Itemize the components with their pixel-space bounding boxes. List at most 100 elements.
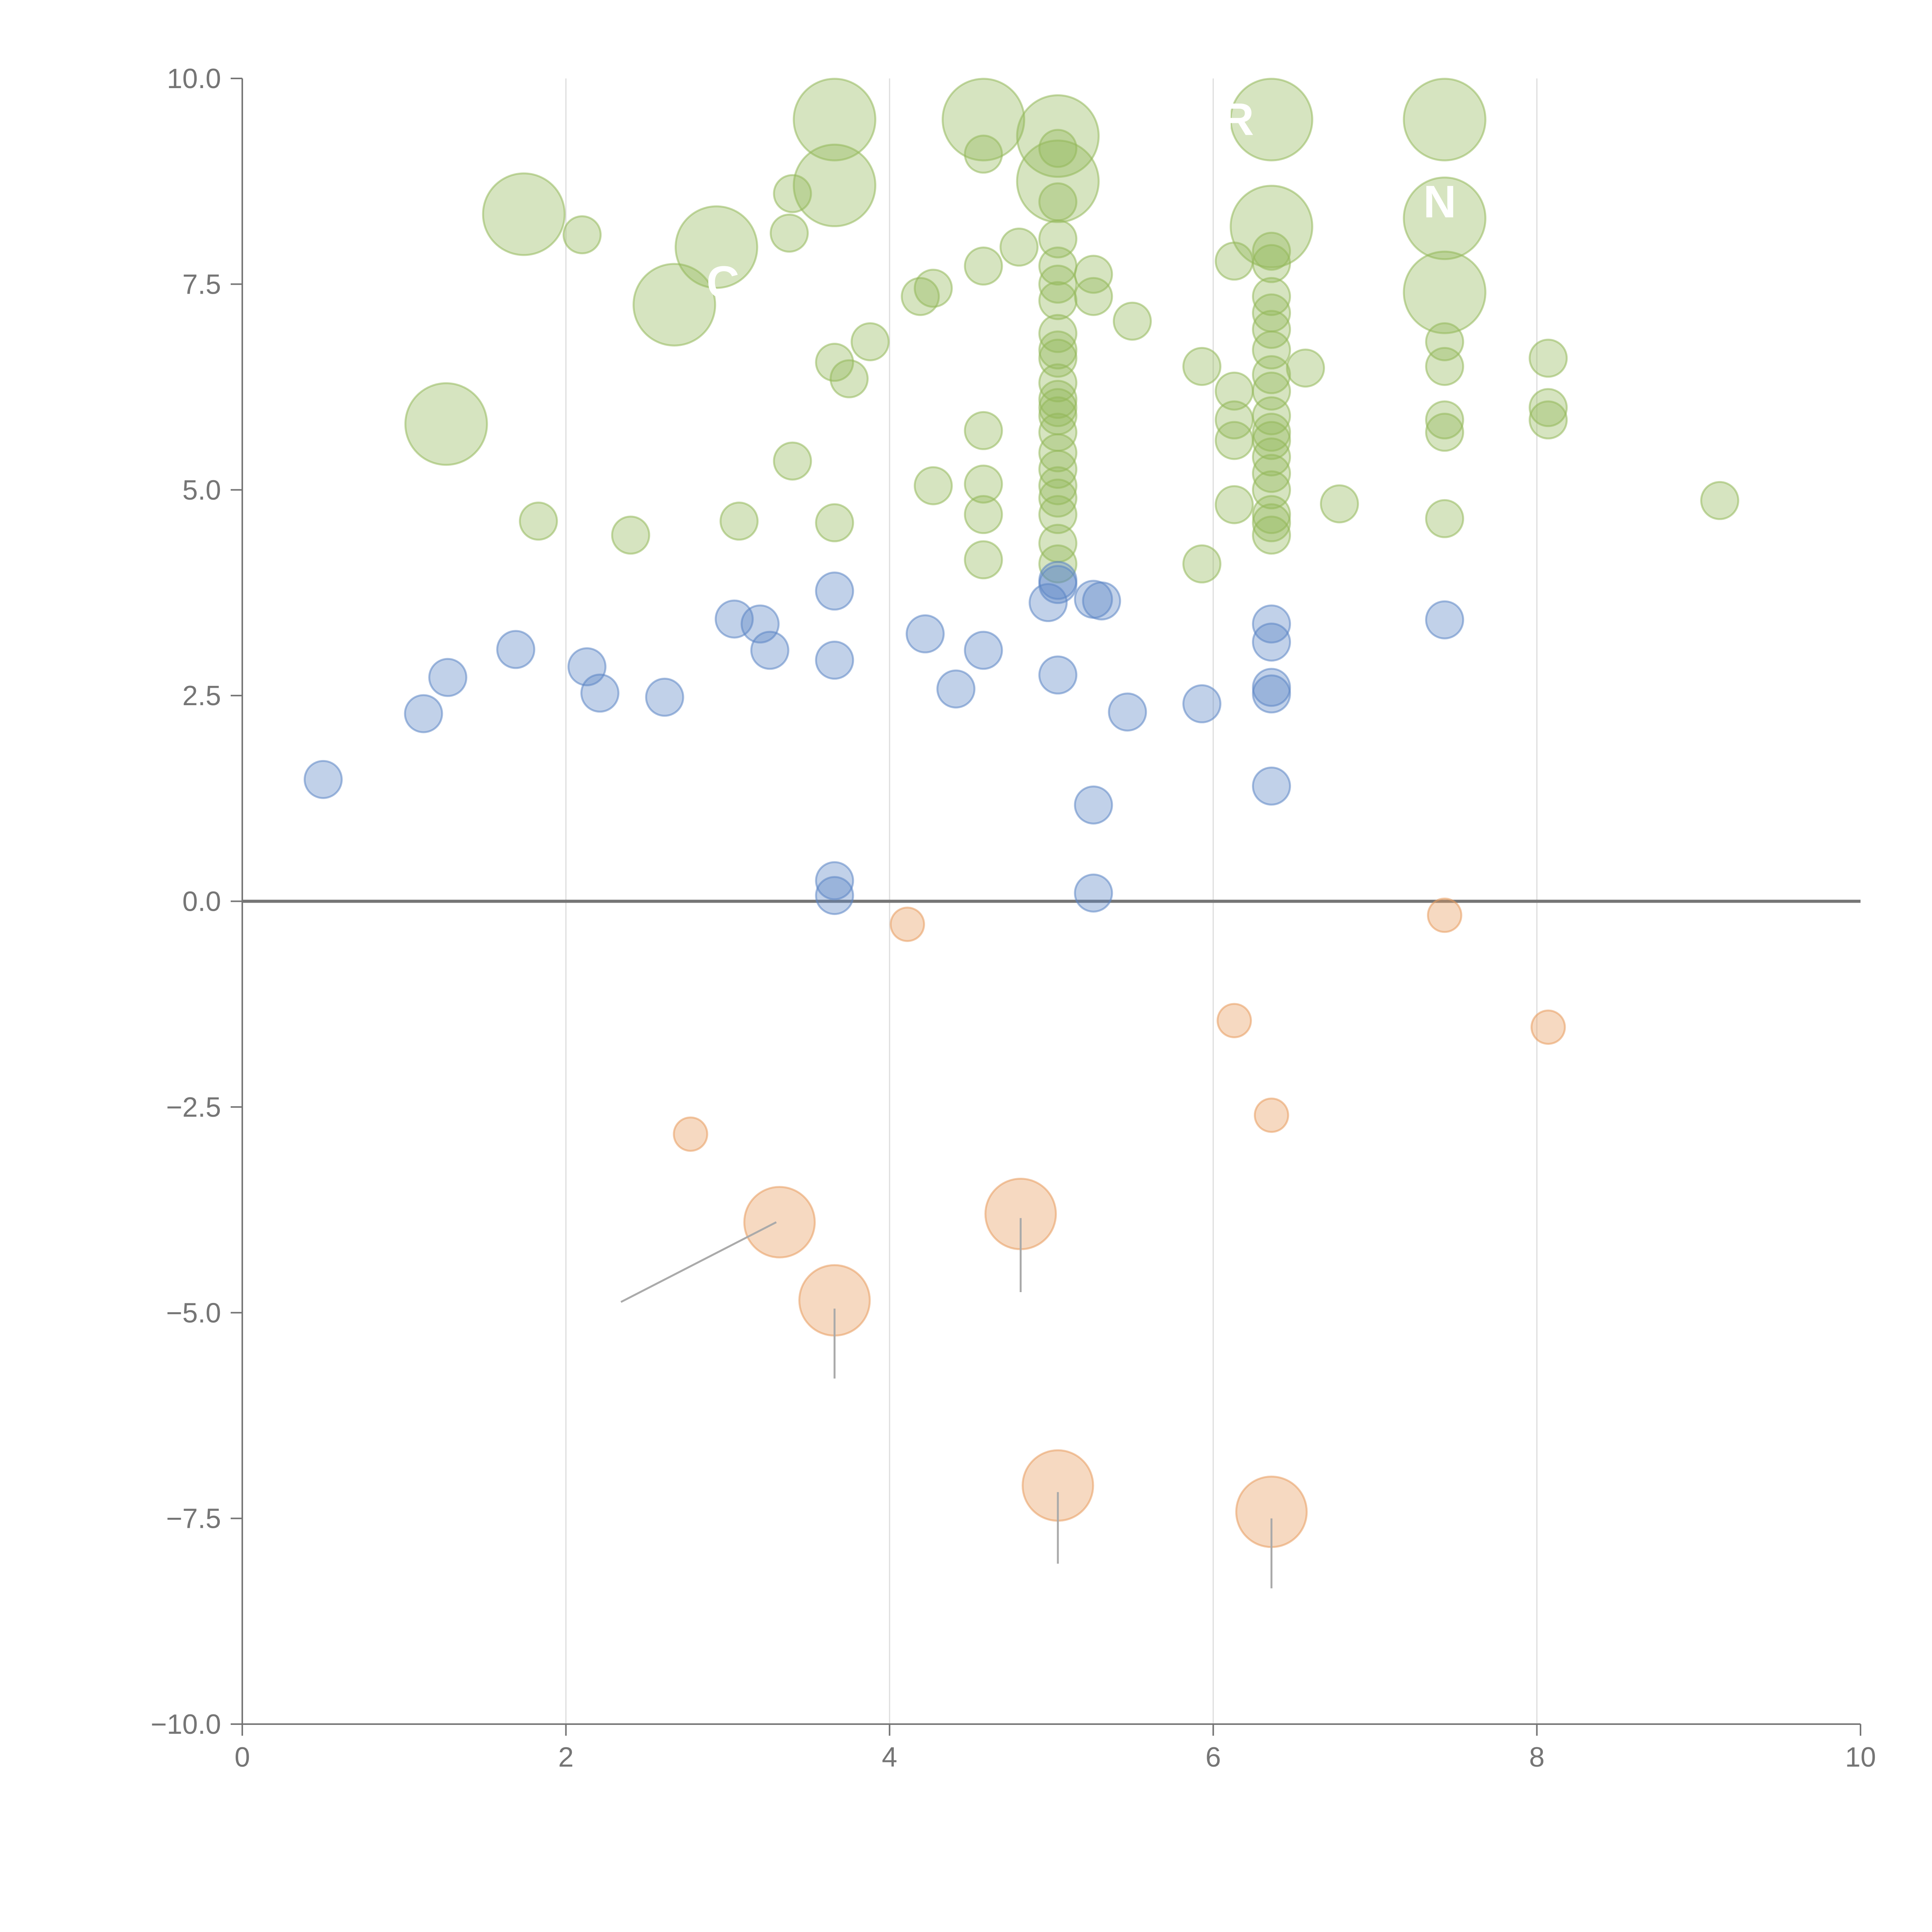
green-bubble <box>1214 485 1254 524</box>
green-bubble <box>1038 338 1078 378</box>
y-tick-label: 2.5 <box>182 680 221 711</box>
x-tick-label: 10 <box>1845 1742 1876 1773</box>
bubble-label: C <box>706 257 739 308</box>
green-bubble <box>1038 330 1078 370</box>
y-tick-label: 5.0 <box>182 475 221 506</box>
green-bubble <box>1074 255 1113 294</box>
orange-bubble <box>743 1186 816 1259</box>
orange-bubble <box>1427 898 1463 933</box>
green-bubble <box>719 502 759 541</box>
blue-bubble <box>815 861 854 900</box>
green-bubble <box>1016 139 1100 223</box>
green-bubble <box>1252 310 1291 349</box>
green-bubble <box>1403 250 1486 334</box>
green-bubble <box>815 343 854 382</box>
blue-bubble <box>936 669 976 709</box>
blue-bubble <box>303 760 343 799</box>
green-bubble <box>1425 347 1464 386</box>
y-tick-label: 0.0 <box>182 886 221 917</box>
x-tick-label: 0 <box>235 1742 250 1773</box>
green-bubble <box>1252 515 1291 555</box>
green-bubble <box>1038 219 1078 259</box>
orange-bubble <box>889 906 925 942</box>
blue-bubble <box>1252 674 1291 714</box>
green-bubble <box>815 503 854 543</box>
green-bubble <box>1252 231 1291 271</box>
green-bubble <box>793 143 876 227</box>
green-bubble <box>773 174 812 213</box>
green-bubble <box>964 495 1003 534</box>
x-tick-label: 2 <box>558 1742 574 1773</box>
green-bubble <box>1700 481 1740 520</box>
green-bubble <box>1038 264 1078 304</box>
bubble-label: R <box>1221 94 1254 145</box>
green-bubble <box>964 247 1003 286</box>
green-bubble <box>964 540 1003 580</box>
green-bubble <box>999 228 1039 267</box>
green-bubble <box>942 78 1026 162</box>
green-bubble <box>793 78 876 162</box>
blue-bubble <box>740 604 780 644</box>
green-bubble <box>633 263 716 347</box>
blue-bubble <box>1252 622 1291 662</box>
orange-bubble <box>1531 1009 1566 1045</box>
green-bubble <box>1038 544 1078 583</box>
y-tick-label: −5.0 <box>166 1298 221 1328</box>
blue-bubble <box>404 694 443 733</box>
green-bubble <box>1112 301 1152 341</box>
green-bubble <box>404 382 488 466</box>
orange-bubble <box>1216 1003 1252 1038</box>
green-bubble <box>1425 413 1464 452</box>
blue-bubble <box>815 876 854 915</box>
y-tick-label: −2.5 <box>166 1092 221 1123</box>
blue-bubble <box>714 599 754 639</box>
green-bubble <box>1252 421 1291 460</box>
blue-bubble <box>1082 581 1121 621</box>
blue-bubble <box>1029 583 1068 622</box>
blue-bubble <box>567 647 607 687</box>
green-bubble <box>1403 176 1486 260</box>
leader-line <box>620 1221 777 1303</box>
green-bubble <box>1252 454 1291 493</box>
green-bubble <box>1529 388 1568 427</box>
green-bubble <box>482 172 566 256</box>
y-tick-label: −10.0 <box>151 1709 221 1740</box>
blue-bubble <box>905 614 945 653</box>
axes: 0 2 4 6 8 10 10.0 7.5 5.0 2.5 0.0 −2.5 −5.0 −7.5 −10.0 <box>151 63 1876 1773</box>
green-bubble <box>1214 421 1254 460</box>
y-tick-label: −7.5 <box>166 1503 221 1534</box>
green-bubble <box>1403 78 1486 162</box>
green-bubble <box>964 464 1003 504</box>
blue-bubble <box>428 658 468 697</box>
blue-bubble <box>580 673 620 713</box>
y-tick-label: 7.5 <box>182 269 221 300</box>
green-bubble <box>1038 129 1078 168</box>
green-bubble <box>1252 495 1291 534</box>
x-tick-label: 8 <box>1529 1742 1544 1773</box>
blue-bubble <box>1108 692 1147 732</box>
blue-bubble <box>1074 785 1113 825</box>
green-bubble <box>519 502 558 541</box>
green-bubble <box>1230 185 1313 269</box>
x-tick-label: 4 <box>882 1742 897 1773</box>
blue-bubble <box>645 677 684 717</box>
blue-bubble <box>1074 873 1113 913</box>
green-bubble <box>1286 349 1325 388</box>
blue-bubble <box>1038 565 1078 604</box>
y-tick-label: 10.0 <box>167 63 221 94</box>
green-bubble <box>1252 503 1291 543</box>
green-bubble <box>1320 484 1359 524</box>
green-bubble <box>1038 478 1078 518</box>
green-bubble <box>1252 244 1291 283</box>
x-tick-label: 6 <box>1206 1742 1221 1773</box>
blue-bubble <box>1252 766 1291 806</box>
green-bubble <box>830 359 869 398</box>
green-bubble <box>964 134 1003 174</box>
green-bubble <box>1038 281 1078 320</box>
green-bubble <box>1182 347 1221 386</box>
green-bubble <box>1425 400 1464 440</box>
green-bubble <box>850 322 890 361</box>
blue-bubble <box>1182 684 1221 723</box>
